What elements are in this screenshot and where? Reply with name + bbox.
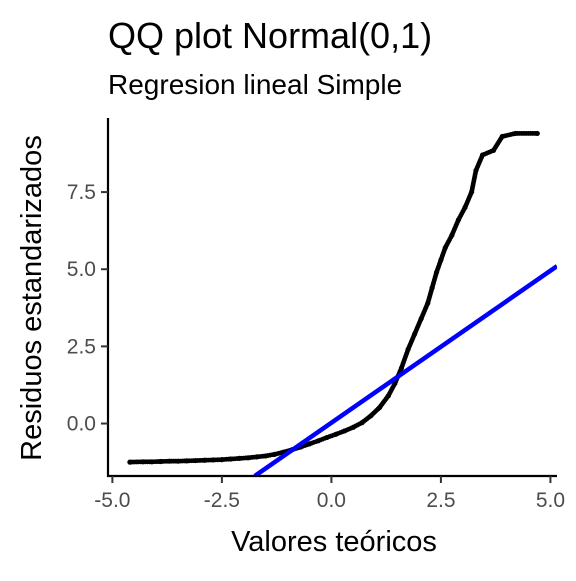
y-tick-label: 2.5 [67,335,96,358]
x-axis-title: Valores teóricos [231,526,437,558]
y-tick-label: 5.0 [67,258,96,281]
y-tick-label: 0.0 [67,413,96,436]
x-tick-label: -2.5 [204,489,240,512]
y-axis-title: Residuos estandarizados [16,135,48,461]
data-layer [127,130,557,476]
reference-line [253,264,557,476]
x-tick-label: 2.5 [426,489,455,512]
chart-subtitle: Regresion lineal Simple [108,69,402,100]
plot-area: -5.0 -2.5 0.0 2.5 5.0 0.0 2.5 5.0 7.5 [67,118,565,512]
x-tick-label: 0.0 [317,489,346,512]
data-point [534,130,540,137]
chart-title: QQ plot Normal(0,1) [108,15,432,56]
y-tick-label: 7.5 [67,181,96,204]
x-tick-label: 5.0 [536,489,565,512]
x-tick-label: -5.0 [94,489,130,512]
